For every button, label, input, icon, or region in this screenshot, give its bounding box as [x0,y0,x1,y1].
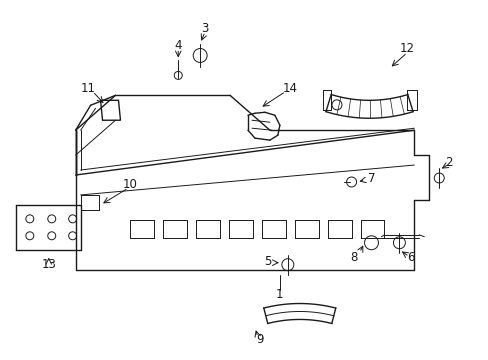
Text: 1: 1 [276,288,283,301]
Text: 7: 7 [367,171,374,185]
Text: 6: 6 [407,251,414,264]
Text: 4: 4 [174,39,182,52]
Text: 11: 11 [81,82,96,95]
Text: 9: 9 [256,333,263,346]
Text: 14: 14 [282,82,297,95]
Text: 8: 8 [349,251,357,264]
Text: 12: 12 [399,42,414,55]
Text: 10: 10 [123,179,138,192]
Text: 5: 5 [264,255,271,268]
Text: 3: 3 [201,22,208,35]
Text: 13: 13 [41,258,56,271]
Text: 2: 2 [445,156,452,168]
